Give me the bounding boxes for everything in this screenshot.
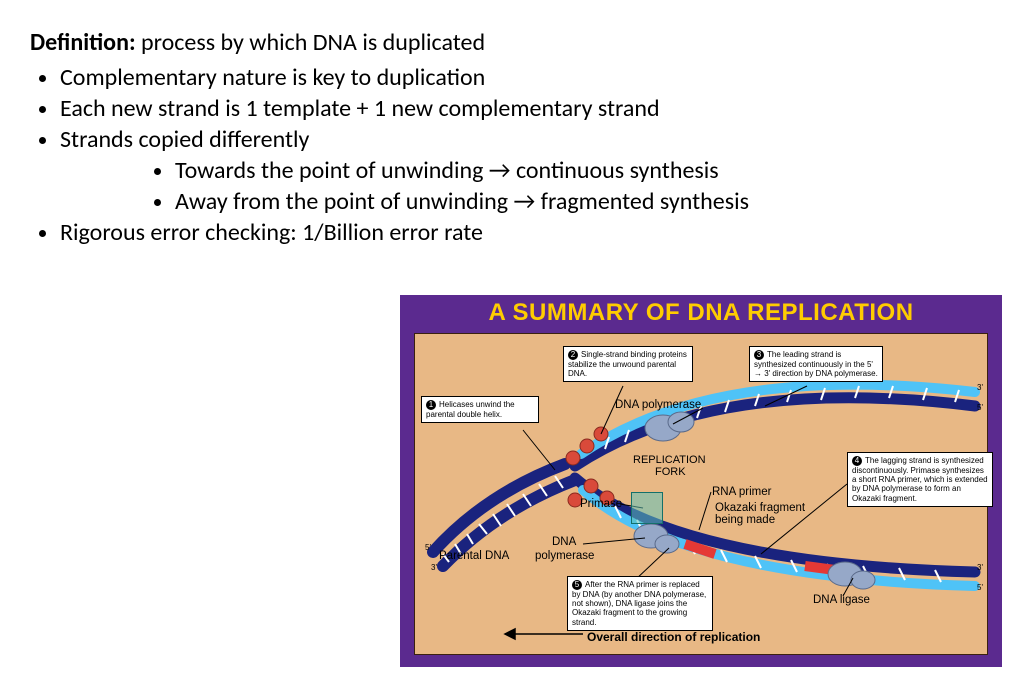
label-okazaki: Okazaki fragment being made bbox=[715, 502, 805, 526]
svg-text:5': 5' bbox=[977, 403, 983, 412]
callout-5: 5After the RNA primer is replaced by DNA… bbox=[567, 576, 713, 631]
callout-3: 3The leading strand is synthesized conti… bbox=[749, 346, 883, 382]
slide-text: Definition: process by which DNA is dupl… bbox=[0, 0, 1024, 259]
sub-bullet-list: Towards the point of unwinding → continu… bbox=[60, 156, 994, 216]
callout-1: 1Helicases unwind the parental double he… bbox=[421, 396, 539, 423]
svg-text:3': 3' bbox=[977, 563, 983, 572]
definition-line: Definition: process by which DNA is dupl… bbox=[30, 28, 994, 57]
diagram-title: A SUMMARY OF DNA REPLICATION bbox=[400, 295, 1002, 327]
label-dna-polymerase-top: DNA polymerase bbox=[615, 399, 701, 411]
svg-text:5': 5' bbox=[977, 583, 983, 592]
label-dna-ligase: DNA ligase bbox=[813, 594, 870, 606]
label-parental-dna: Parental DNA bbox=[439, 550, 509, 562]
callout-4: 4The lagging strand is synthesized disco… bbox=[847, 452, 993, 507]
definition-text: process by which DNA is duplicated bbox=[136, 28, 486, 57]
label-overall-direction: Overall direction of replication bbox=[587, 630, 760, 644]
list-item: Rigorous error checking: 1/Billion error… bbox=[60, 218, 994, 247]
primase-box-icon bbox=[631, 492, 663, 524]
svg-text:3': 3' bbox=[431, 563, 437, 572]
label-dna: DNA bbox=[552, 536, 576, 548]
label-polymerase: polymerase bbox=[535, 550, 594, 562]
label-rna-primer: RNA primer bbox=[712, 486, 771, 498]
svg-text:5': 5' bbox=[425, 543, 431, 552]
list-item: Each new strand is 1 template + 1 new co… bbox=[60, 94, 994, 123]
definition-label: Definition: bbox=[30, 28, 136, 57]
label-replication-fork: REPLICATION FORK bbox=[633, 454, 706, 478]
callout-2: 2Single-strand binding proteins stabiliz… bbox=[563, 346, 693, 382]
dna-replication-diagram: A SUMMARY OF DNA REPLICATION bbox=[400, 295, 1002, 667]
diagram-body: 5' 3' 3' 5' 3' 5' 1Helicases unwind the … bbox=[414, 333, 988, 655]
label-primase: Primase bbox=[580, 498, 622, 510]
svg-text:3': 3' bbox=[977, 383, 983, 392]
list-item: Towards the point of unwinding → continu… bbox=[175, 156, 994, 185]
list-item: Away from the point of unwinding → fragm… bbox=[175, 187, 994, 216]
bullet-list: Complementary nature is key to duplicati… bbox=[30, 63, 994, 247]
list-item: Strands copied differently Towards the p… bbox=[60, 125, 994, 216]
list-item: Complementary nature is key to duplicati… bbox=[60, 63, 994, 92]
